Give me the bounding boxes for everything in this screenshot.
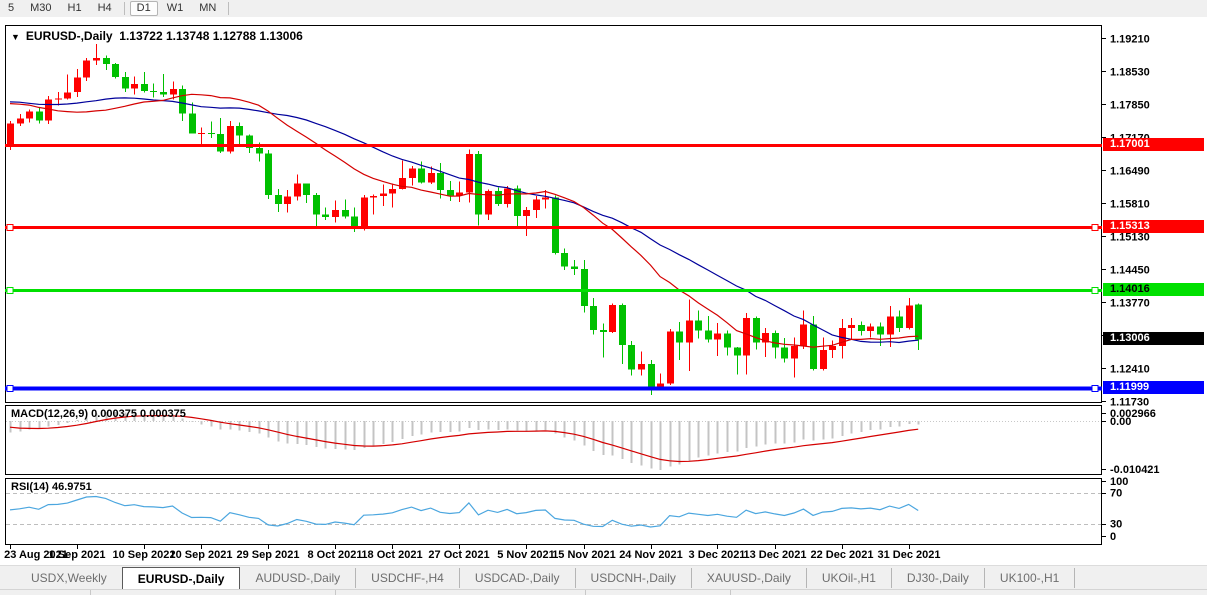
chart-tab-USDCAD-Daily[interactable]: USDCAD-,Daily xyxy=(460,568,576,588)
axis-tick-label: 22 Dec 2021 xyxy=(811,549,874,561)
chart-tab-UK100-H1[interactable]: UK100-,H1 xyxy=(985,568,1076,588)
toolbar-separator xyxy=(228,2,230,15)
macd-name: MACD(12,26,9) xyxy=(11,408,89,420)
rsi-name: RSI(14) xyxy=(11,481,49,493)
chart-tab-UKOil-H1[interactable]: UKOil-,H1 xyxy=(807,568,892,588)
rsi-line xyxy=(9,495,919,528)
rsi-value: 46.9751 xyxy=(51,481,92,493)
timeframe-button-H1[interactable]: H1 xyxy=(67,2,82,14)
axis-tick-label: 27 Oct 2021 xyxy=(428,549,489,561)
axis-tick-label: 3 Dec 2021 xyxy=(689,549,746,561)
axis-tick-label: 0.00 xyxy=(1110,416,1131,428)
chart-tab-USDCHF-H4[interactable]: USDCHF-,H4 xyxy=(356,568,460,588)
axis-tick-label: 1.12410 xyxy=(1110,364,1150,376)
axis-tick-label: 100 xyxy=(1110,476,1128,488)
axis-tick-label: 1.14450 xyxy=(1110,265,1150,277)
axis-tick-label: 1.11730 xyxy=(1110,397,1149,409)
chart-tab-AUDUSD-Daily[interactable]: AUDUSD-,Daily xyxy=(240,568,357,588)
axis-tick-label: 20 Sep 2021 xyxy=(170,549,233,561)
chart-tab-USDX-Weekly[interactable]: USDX,Weekly xyxy=(31,571,107,585)
timeframe-button-M30[interactable]: M30 xyxy=(30,2,52,14)
timeframe-button-MN[interactable]: MN xyxy=(199,2,217,14)
axis-tick-label: 0.002966 xyxy=(1110,408,1156,420)
macd-values: 0.000375 0.000375 xyxy=(91,408,186,420)
chart-symbol-label: EURUSD-,Daily xyxy=(25,29,113,43)
chart-tab-DJ30-Daily[interactable]: DJ30-,Daily xyxy=(892,568,985,588)
axis-tick-label: 29 Sep 2021 xyxy=(237,549,300,561)
axis-tick-label: 13 Dec 2021 xyxy=(744,549,807,561)
axis-tick-label: 1.15130 xyxy=(1110,232,1150,244)
axis-tick-label: 1.13770 xyxy=(1110,298,1150,310)
timeframe-button-W1[interactable]: W1 xyxy=(166,2,184,14)
toolbar-separator xyxy=(123,2,125,15)
rsi-indicator-label: RSI(14) 46.9751 xyxy=(11,481,92,493)
axis-tick-label: 1.17850 xyxy=(1110,100,1150,112)
axis-tick-label: 24 Nov 2021 xyxy=(619,549,683,561)
timeframe-button-H4[interactable]: H4 xyxy=(97,2,112,14)
macd-indicator-label: MACD(12,26,9) 0.000375 0.000375 xyxy=(11,408,186,420)
chart-tab-USDCNH-Daily[interactable]: USDCNH-,Daily xyxy=(576,568,692,588)
axis-tick-label: 15 Nov 2021 xyxy=(552,549,616,561)
axis-tick-label: 8 Oct 2021 xyxy=(307,549,362,561)
axis-tick-label: 30 xyxy=(1110,519,1122,531)
chart-tab-XAUUSD-Daily[interactable]: XAUUSD-,Daily xyxy=(692,568,807,588)
chart-tab-EURUSD-Daily[interactable]: EURUSD-,Daily xyxy=(121,567,241,590)
current-price-badge: 1.13006 xyxy=(1103,332,1204,345)
axis-tick-label: 1.19210 xyxy=(1110,34,1150,46)
symbol-dropdown-icon[interactable]: ▼ xyxy=(11,32,20,42)
price-level-badge: 1.11999 xyxy=(1103,381,1204,394)
timeframe-toolbar: 5 M30 H1 H4 D1 W1 MN xyxy=(0,0,1207,17)
status-bar xyxy=(0,589,1207,595)
axis-tick-label: 5 Nov 2021 xyxy=(497,549,554,561)
chart-ohlc-values: 1.13722 1.13748 1.12788 1.13006 xyxy=(119,29,303,43)
axis-tick-label: 31 Dec 2021 xyxy=(878,549,941,561)
price-level-badge: 1.14016 xyxy=(1103,283,1204,296)
chart-tabbar: USDX,Weekly EURUSD-,Daily AUDUSD-,Daily USD… xyxy=(0,565,1207,590)
chart-tabs: USDX,Weekly EURUSD-,Daily AUDUSD-,Daily USD… xyxy=(0,566,1076,590)
axis-tick-label: 0 xyxy=(1110,531,1116,543)
axis-tick-label: 70 xyxy=(1110,488,1122,500)
fast-ma-line xyxy=(9,93,919,348)
timeframe-button-5[interactable]: 5 xyxy=(8,2,15,14)
axis-tick-label: 1 Sep 2021 xyxy=(49,549,106,561)
price-level-badge: 1.15313 xyxy=(1103,220,1204,233)
timeframe-button-D1[interactable]: D1 xyxy=(129,1,158,16)
horizontal-level-lines[interactable] xyxy=(5,144,1102,392)
price-level-badge: 1.17001 xyxy=(1103,138,1204,151)
axis-tick-label: 1.15810 xyxy=(1110,199,1150,211)
macd-signal-line xyxy=(9,414,919,463)
axis-tick-label: 1.16490 xyxy=(1110,166,1150,178)
axis-tick-label: 1.18530 xyxy=(1110,67,1150,79)
axis-tick-label: 23 Aug 2021 xyxy=(4,549,68,561)
axis-tick-label: -0.010421 xyxy=(1110,464,1160,476)
axis-tick-label: 18 Oct 2021 xyxy=(361,549,422,561)
chart-title: ▼ EURUSD-,Daily 1.13722 1.13748 1.12788 1… xyxy=(11,29,303,43)
candlestick-series xyxy=(7,43,922,395)
axis-tick-label: 10 Sep 2021 xyxy=(113,549,176,561)
